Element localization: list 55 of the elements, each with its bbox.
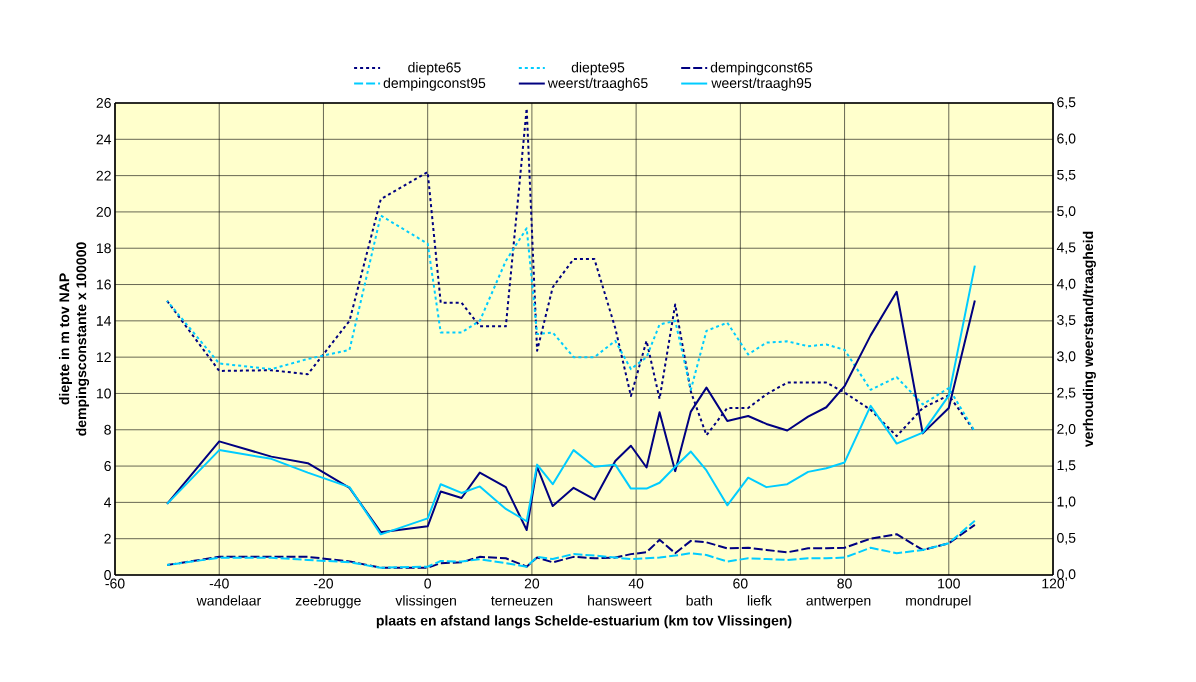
x-axis-title: plaats en afstand langs Schelde-estuarium (km tov Vlissingen)	[376, 615, 792, 629]
y-tick-label: 20	[96, 206, 111, 217]
text: vlissingen	[395, 595, 456, 609]
x-tick-label: -20	[313, 578, 334, 589]
y-tick-label: 4	[104, 497, 112, 508]
y2-tick-label: 2,5	[1057, 387, 1076, 400]
y2-tick-label: 0,5	[1057, 532, 1076, 545]
y2-tick-label: 3,0	[1057, 351, 1076, 363]
y2-tick-label: 4,5	[1056, 242, 1076, 254]
x-tick-label: 80	[837, 578, 852, 589]
y2-tick-label: 4,0	[1056, 278, 1076, 291]
x-tick-label: 40	[628, 578, 644, 589]
legend-label: dempingconst95	[383, 77, 486, 91]
y-tick-label: 24	[96, 134, 112, 145]
x-tick-label: 60	[733, 578, 748, 589]
y-tick-label: 18	[96, 243, 111, 254]
legend-label: weerst/traagh65	[547, 77, 648, 91]
y-tick-label: 8	[104, 424, 111, 435]
y-tick-label: 16	[96, 279, 111, 290]
x-tick-label: 20	[524, 578, 540, 589]
y2-tick-label: 6,5	[1057, 97, 1076, 109]
x-tick-label: -60	[105, 578, 125, 589]
y2-tick-label: 2,0	[1057, 423, 1076, 436]
text: zeebrugge	[295, 595, 361, 609]
text: hansweert	[588, 595, 652, 606]
y2-tick-label: 6,0	[1057, 133, 1076, 146]
legend-label: diepte65	[408, 62, 461, 76]
text: mondrupel	[906, 595, 971, 609]
y-tick-label: 0	[104, 570, 111, 580]
y-tick-label: 22	[96, 170, 111, 181]
text: dempingsconstante x 100000	[75, 242, 90, 436]
y2-tick-label: 1,5	[1057, 460, 1076, 472]
x-tick-label: -40	[209, 578, 229, 589]
legend-label: diepte95	[571, 62, 625, 76]
text: bath	[686, 595, 713, 606]
text: wandelaar	[196, 595, 261, 606]
text: antwerpen	[806, 596, 871, 609]
y-tick-label: 14	[96, 316, 112, 326]
y2-tick-label: 1,0	[1057, 496, 1076, 509]
x-tick-label: 100	[938, 578, 960, 589]
y2-tick-label: 5,0	[1057, 206, 1076, 218]
x-tick-label: 0	[424, 578, 432, 589]
y-tick-label: 26	[96, 98, 111, 108]
y-tick-label: 12	[96, 352, 111, 363]
y-tick-label: 2	[104, 533, 111, 544]
y-tick-label: 10	[96, 388, 111, 399]
y2-axis-title: verhouding weerstand/traagheid	[1082, 231, 1096, 448]
y2-tick-label: 3,5	[1057, 315, 1076, 327]
y-tick-label: 6	[104, 461, 111, 472]
y-axis-title: diepte in m tov NAP	[58, 273, 73, 405]
legend-label: weerst/traagh95	[711, 77, 812, 91]
legend-label: dempingconst65	[710, 62, 813, 76]
y2-tick-label: 5,5	[1057, 169, 1076, 182]
text: liefk	[747, 595, 772, 606]
text: terneuzen	[491, 596, 553, 606]
